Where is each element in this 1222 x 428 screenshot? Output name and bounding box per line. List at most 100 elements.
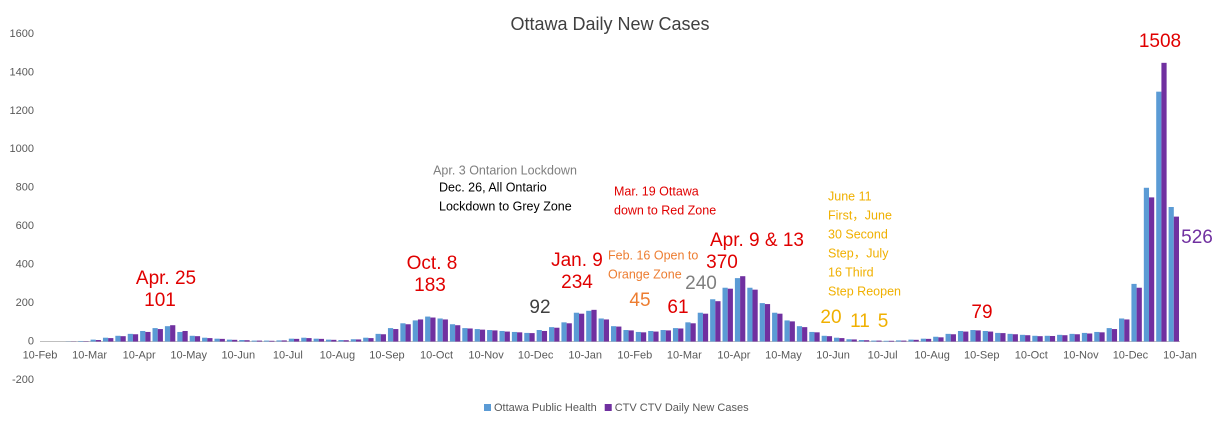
x-tick-label: 10-Sep xyxy=(964,349,999,361)
bar xyxy=(554,327,560,342)
annotation: down to Red Zone xyxy=(614,203,716,217)
bar xyxy=(864,340,870,342)
bar xyxy=(876,340,882,342)
bar xyxy=(412,320,418,342)
bar xyxy=(343,340,349,342)
x-tick-label: 10-Nov xyxy=(468,349,504,361)
bar xyxy=(1094,331,1100,342)
annotation: 30 Second xyxy=(828,227,888,241)
bar xyxy=(1044,335,1050,342)
bar xyxy=(722,287,728,342)
bar xyxy=(276,340,282,342)
bar xyxy=(1032,335,1038,342)
bar xyxy=(1119,318,1125,342)
annotation: 526 xyxy=(1181,227,1213,248)
x-tick-label: 10-Jun xyxy=(816,349,850,361)
y-tick-label: 0 xyxy=(28,335,34,347)
bar xyxy=(901,340,907,342)
bar xyxy=(1131,283,1137,342)
bar xyxy=(306,338,312,342)
bar xyxy=(764,304,771,342)
bar xyxy=(925,338,932,342)
bar xyxy=(747,287,753,342)
bar xyxy=(318,338,325,342)
legend-label: Ottawa Public Health xyxy=(494,402,597,414)
bar xyxy=(685,322,691,342)
bar xyxy=(834,337,840,342)
bar xyxy=(350,339,356,342)
legend-swatch xyxy=(604,404,612,411)
bar xyxy=(851,339,857,342)
bar xyxy=(108,338,114,342)
bar xyxy=(1087,333,1093,342)
bar xyxy=(573,312,580,342)
annotation: 1508 xyxy=(1139,31,1181,52)
bar xyxy=(1168,207,1174,342)
x-tick-label: 10-Jul xyxy=(868,349,898,361)
bar xyxy=(1156,91,1162,342)
bar xyxy=(1057,334,1063,342)
bar xyxy=(1136,287,1142,342)
annotation: Apr. 3 Ontarion Lockdown xyxy=(433,163,577,177)
bar xyxy=(858,340,865,342)
x-tick-label: 10-Aug xyxy=(320,349,355,361)
annotation: 79 xyxy=(971,302,992,323)
bar xyxy=(232,339,238,342)
bar xyxy=(214,338,220,342)
bar xyxy=(355,339,362,342)
bar xyxy=(132,334,139,342)
bar xyxy=(462,328,468,342)
bar xyxy=(244,340,250,342)
annotation: 370 xyxy=(706,252,738,273)
bar xyxy=(1049,335,1056,342)
bar xyxy=(603,319,610,342)
bar xyxy=(1019,334,1026,342)
annotation: 61 xyxy=(667,297,688,318)
bar xyxy=(839,338,845,342)
bar xyxy=(256,340,263,342)
bar xyxy=(895,340,902,342)
bar xyxy=(1037,336,1043,342)
y-tick-label: 800 xyxy=(16,182,34,194)
bar xyxy=(678,328,684,342)
bar xyxy=(331,339,337,342)
x-tick-label: 10-Feb xyxy=(23,349,58,361)
bar xyxy=(529,333,535,342)
bar xyxy=(1124,319,1130,342)
bar xyxy=(405,324,411,342)
bar xyxy=(888,340,895,342)
bar xyxy=(288,338,295,342)
bar xyxy=(561,322,567,342)
bar xyxy=(455,325,461,342)
annotation: Step Reopen xyxy=(828,284,901,298)
bar xyxy=(499,330,505,342)
bar xyxy=(566,323,572,342)
annotation: 5 xyxy=(878,311,889,332)
bar xyxy=(957,330,964,342)
x-tick-label: 10-Dec xyxy=(1113,349,1149,361)
bar xyxy=(660,330,666,342)
x-tick-label: 10-Apr xyxy=(123,349,156,361)
bar xyxy=(437,318,443,342)
y-tick-label: 1000 xyxy=(10,143,34,155)
bar xyxy=(511,331,518,342)
bar xyxy=(1000,333,1006,342)
annotation: 20 xyxy=(820,307,841,328)
bar xyxy=(697,312,703,342)
x-tick-label: 10-Dec xyxy=(518,349,554,361)
bar xyxy=(226,339,233,342)
bar xyxy=(752,289,758,342)
bar xyxy=(281,340,287,342)
bar xyxy=(189,335,195,342)
x-tick-label: 10-Mar xyxy=(667,349,702,361)
bar xyxy=(549,327,555,342)
bar xyxy=(610,326,617,342)
bar xyxy=(814,332,820,342)
bar xyxy=(727,288,733,342)
annotation: Step，July xyxy=(828,246,889,260)
bar xyxy=(1149,197,1155,342)
bar xyxy=(938,337,944,342)
bar xyxy=(504,331,510,342)
bar xyxy=(541,330,548,342)
bar xyxy=(653,331,659,342)
